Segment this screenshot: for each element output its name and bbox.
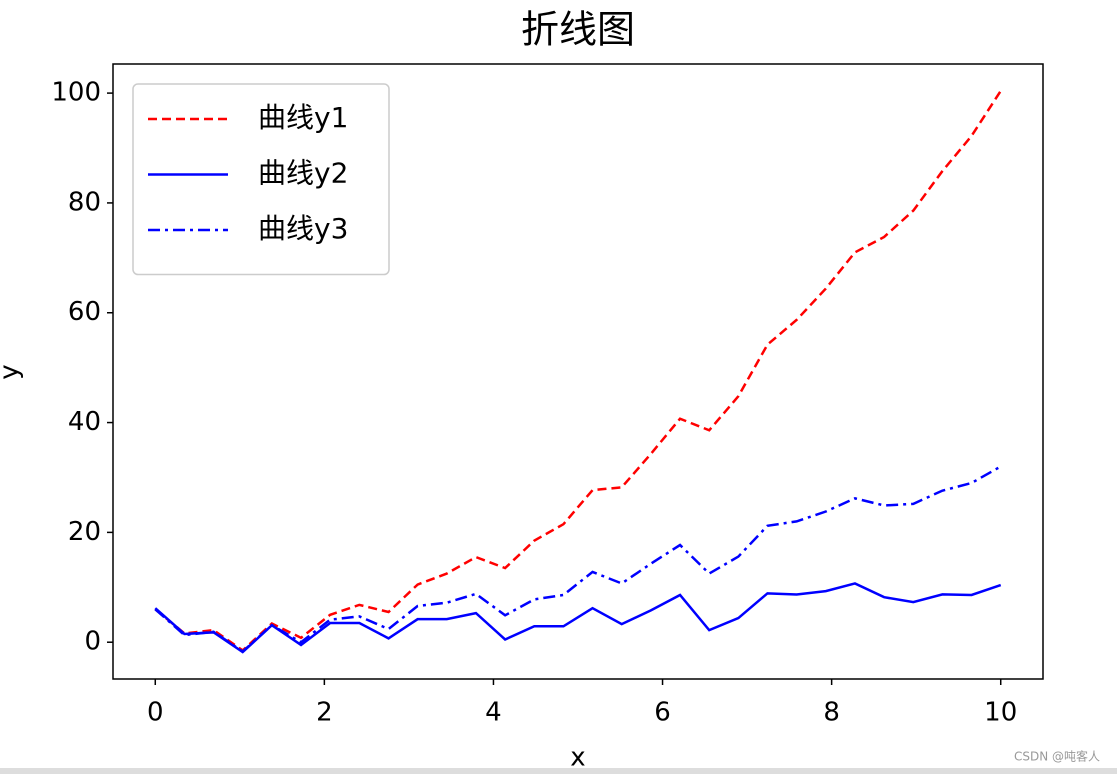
series-line (154, 90, 1002, 653)
scrollbar (0, 768, 1117, 774)
series-line (154, 582, 1002, 654)
y-tick-label: 40 (68, 407, 101, 437)
legend-label: 曲线y1 (258, 101, 348, 134)
x-tick-label: 0 (147, 698, 164, 728)
y-tick-label: 80 (68, 187, 101, 217)
x-tick-label: 10 (984, 698, 1017, 728)
watermark: CSDN @吨客人 (1014, 749, 1100, 764)
legend-label: 曲线y3 (258, 212, 348, 245)
plot-frame (112, 63, 1044, 680)
x-axis-label: x (570, 743, 585, 773)
x-tick-label: 2 (316, 698, 333, 728)
legend: 曲线y1 曲线y2 曲线y3 (132, 83, 390, 276)
x-tick-label: 4 (485, 698, 502, 728)
y-tick-label: 0 (84, 627, 101, 657)
chart-title: 折线图 (521, 8, 635, 52)
legend-box (132, 83, 390, 276)
y-tick-label: 100 (51, 78, 101, 108)
y-axis-label: y (0, 364, 25, 379)
y-tick-label: 20 (68, 517, 101, 547)
y-tick-label: 60 (68, 297, 101, 327)
x-tick-label: 8 (823, 698, 840, 728)
legend-label: 曲线y2 (258, 157, 348, 190)
x-tick-label: 6 (654, 698, 671, 728)
